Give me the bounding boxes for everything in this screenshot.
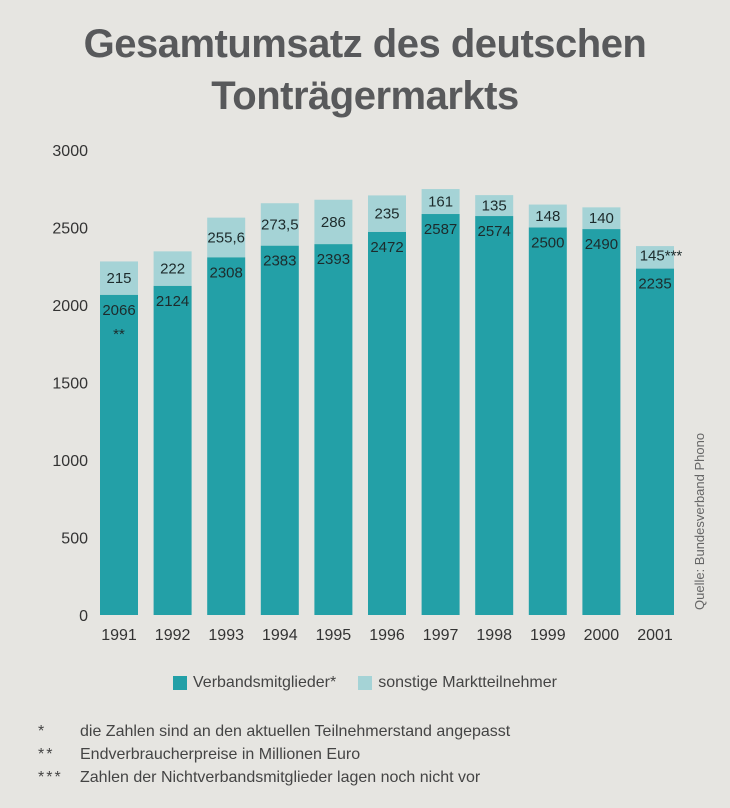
bar-others-1995 bbox=[314, 199, 353, 245]
data-label-others-1998: 135 bbox=[482, 198, 507, 215]
footnote-text: die Zahlen sind an den aktuellen Teilneh… bbox=[80, 722, 511, 740]
y-tick-label: 0 bbox=[79, 608, 88, 625]
bar-others-1999 bbox=[528, 204, 567, 228]
data-label-members-2001: 2235 bbox=[638, 276, 671, 293]
legend: Verbandsmitglieder* sonstige Marktteilne… bbox=[0, 674, 730, 692]
x-tick-label-2001: 2001 bbox=[637, 627, 673, 644]
data-label-others-1995: 286 bbox=[321, 214, 346, 231]
annotation-1991: ** bbox=[113, 326, 125, 343]
bar-others-2001 bbox=[636, 246, 674, 269]
legend-label-others: sonstige Marktteilnehmer bbox=[378, 674, 557, 691]
y-tick-label: 1500 bbox=[52, 376, 88, 393]
bar-others-1996 bbox=[368, 195, 406, 232]
data-label-members-1995: 2393 bbox=[317, 251, 350, 268]
bar-members-1994 bbox=[260, 245, 299, 615]
source-note: Quelle: Bundesverband Phono bbox=[692, 432, 707, 610]
x-tick-label-1998: 1998 bbox=[476, 627, 512, 644]
data-label-members-1992: 2124 bbox=[156, 293, 189, 310]
data-label-others-2000: 140 bbox=[589, 210, 614, 227]
bar-members-2001 bbox=[636, 268, 674, 615]
bar-others-2000 bbox=[582, 207, 621, 230]
legend-swatch-members bbox=[173, 676, 188, 690]
legend-label-members: Verbandsmitglieder* bbox=[193, 674, 337, 691]
bar-others-1997 bbox=[421, 189, 460, 215]
chart-title-line-1: Gesamtumsatz des deutschen bbox=[83, 22, 647, 66]
bar-others-1994 bbox=[260, 203, 299, 246]
footnote-mark: ** bbox=[38, 745, 55, 763]
footnote-3: *** Zahlen der Nichtverbandsmitglieder l… bbox=[38, 766, 510, 789]
legend-item-others: sonstige Marktteilnehmer bbox=[358, 674, 557, 692]
data-label-others-1999: 148 bbox=[535, 208, 560, 225]
x-tick-label-1994: 1994 bbox=[262, 627, 298, 644]
bar-members-2000 bbox=[582, 229, 621, 616]
bar-others-1991 bbox=[100, 261, 138, 295]
bar-chart: 0 500 1000 1500 2000 2500 3000 2066 215 1991 2124 2… bbox=[52, 143, 683, 644]
data-label-members-1994: 2383 bbox=[263, 253, 296, 270]
bar-members-1991 bbox=[100, 294, 138, 615]
data-label-others-1996: 235 bbox=[374, 206, 399, 223]
data-label-members-1998: 2574 bbox=[478, 223, 511, 240]
data-label-members-1999: 2500 bbox=[531, 235, 564, 252]
legend-swatch-others bbox=[358, 676, 373, 690]
x-tick-label-1991: 1991 bbox=[101, 627, 137, 644]
bar-others-1998 bbox=[475, 195, 514, 217]
y-tick-label: 2000 bbox=[52, 298, 88, 315]
bar-others-1993 bbox=[207, 217, 246, 258]
x-tick-label-2000: 2000 bbox=[584, 627, 620, 644]
x-tick-label-1993: 1993 bbox=[208, 627, 244, 644]
footnote-text: Zahlen der Nichtverbandsmitglieder lagen… bbox=[80, 768, 481, 786]
bar-others-1992 bbox=[153, 251, 192, 286]
x-tick-label-1995: 1995 bbox=[316, 627, 352, 644]
y-tick-label: 3000 bbox=[52, 143, 88, 160]
data-label-others-1993: 255,6 bbox=[207, 229, 245, 246]
x-tick-label-1997: 1997 bbox=[423, 627, 459, 644]
footnotes: * die Zahlen sind an den aktuellen Teiln… bbox=[38, 720, 510, 789]
y-tick-label: 1000 bbox=[52, 453, 88, 470]
data-label-members-1991: 2066 bbox=[102, 302, 135, 319]
bar-members-1996 bbox=[368, 231, 406, 615]
bar-members-1995 bbox=[314, 244, 353, 615]
y-tick-label: 2500 bbox=[52, 221, 88, 238]
footnote-2: ** Endverbraucherpreise in Millionen Eur… bbox=[38, 743, 510, 766]
data-label-others-1997: 161 bbox=[428, 194, 453, 211]
chart-title: Gesamtumsatz des deutschen Tonträgermark… bbox=[0, 18, 730, 122]
data-label-members-1993: 2308 bbox=[210, 264, 243, 281]
legend-item-members: Verbandsmitglieder* bbox=[173, 674, 336, 692]
data-label-members-1996: 2472 bbox=[370, 239, 403, 256]
x-tick-label-1999: 1999 bbox=[530, 627, 566, 644]
data-label-others-2001: 145*** bbox=[640, 248, 683, 265]
chart-title-line-2: Tonträgermarkts bbox=[211, 74, 519, 118]
data-label-others-1991: 215 bbox=[106, 270, 131, 287]
x-tick-label-1996: 1996 bbox=[369, 627, 405, 644]
footnote-mark: * bbox=[38, 722, 47, 740]
y-tick-label: 500 bbox=[61, 531, 88, 548]
data-label-others-1994: 273,5 bbox=[261, 216, 299, 233]
footnote-text: Endverbraucherpreise in Millionen Euro bbox=[80, 745, 361, 763]
bar-members-1998 bbox=[475, 216, 514, 615]
x-tick-label-1992: 1992 bbox=[155, 627, 191, 644]
bar-members-1999 bbox=[528, 227, 567, 615]
data-label-members-2000: 2490 bbox=[585, 236, 618, 253]
data-label-others-1992: 222 bbox=[160, 261, 185, 278]
bar-members-1993 bbox=[207, 257, 246, 615]
data-label-members-1997: 2587 bbox=[424, 221, 457, 238]
footnote-mark: *** bbox=[38, 768, 63, 786]
bar-members-1997 bbox=[421, 214, 460, 615]
footnote-1: * die Zahlen sind an den aktuellen Teiln… bbox=[38, 720, 510, 743]
bar-members-1992 bbox=[153, 285, 192, 615]
